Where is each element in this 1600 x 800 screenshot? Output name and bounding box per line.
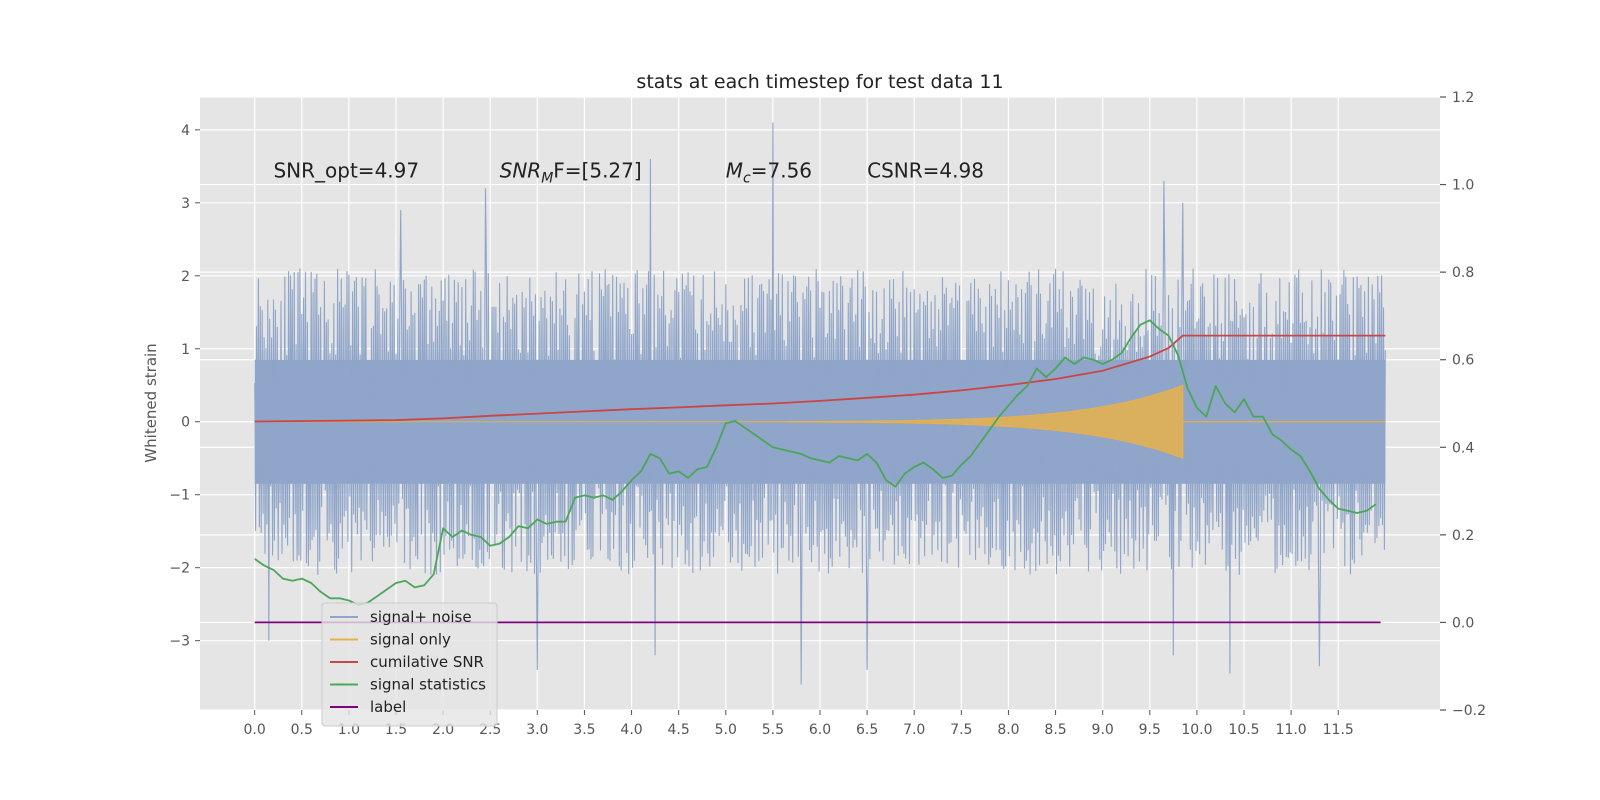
y-tick-label: −1 [169, 488, 190, 504]
y2-tick-label: 1.2 [1452, 90, 1474, 106]
x-tick-label: 8.0 [997, 722, 1019, 738]
data-layer [254, 122, 1386, 685]
x-tick-label: 4.0 [620, 722, 642, 738]
y-tick-label: −3 [169, 634, 190, 650]
legend-box [321, 602, 498, 727]
x-tick-label: 5.0 [715, 722, 737, 738]
y-tick-label: −2 [169, 561, 190, 577]
legend-label: label [370, 698, 406, 716]
x-tick-label: 7.5 [950, 722, 972, 738]
y2-tick-label: 1.0 [1452, 178, 1474, 194]
y2-tick-label: 0.0 [1452, 615, 1474, 631]
annotation-1: SNRMF=[5.27] [500, 158, 642, 186]
y2-tick-label: 0.6 [1452, 353, 1474, 369]
x-tick-label: 6.0 [809, 722, 831, 738]
legend: signal+ noise signal only cumilative SNR si… [321, 602, 498, 727]
annotation-layer: SNR_opt=4.97 SNRMF=[5.27] Mc=7.56 CSNR=4.98 [273, 158, 983, 186]
y-tick-label: 2 [181, 269, 190, 285]
x-tick-label: 8.5 [1044, 722, 1066, 738]
x-tick-label: 9.0 [1092, 722, 1114, 738]
series-signal-statistics [254, 319, 1377, 606]
y2-tick-label: 0.2 [1452, 528, 1474, 544]
x-tick-label: 11.0 [1276, 722, 1307, 738]
x-tick-label: 3.5 [573, 722, 595, 738]
legend-label: cumilative SNR [370, 653, 484, 671]
x-tick-label: 10.0 [1181, 722, 1212, 738]
series-cumilative-snr [254, 334, 1386, 423]
annotation-0: SNR_opt=4.97 [273, 158, 419, 182]
legend-label: signal only [370, 631, 451, 649]
y2-tick-label: −0.2 [1452, 703, 1486, 719]
annotation-3: CSNR=4.98 [867, 158, 984, 182]
axes-layer: 0.0 0.5 1.0 1.5 2.0 2.5 3.0 3.5 4.0 4.5 5.0 5.5 6.0 6… [169, 90, 1486, 738]
x-tick-label: 11.5 [1323, 722, 1354, 738]
y-tick-label: 1 [181, 342, 190, 358]
x-tick-label: 3.0 [526, 722, 548, 738]
legend-label: signal+ noise [370, 608, 472, 626]
x-tick-label: 10.5 [1228, 722, 1259, 738]
y-axis-label: Whitened strain [142, 343, 160, 462]
x-tick-label: 4.5 [668, 722, 690, 738]
y2-tick-label: 0.8 [1452, 265, 1474, 281]
y-tick-label: 3 [181, 196, 190, 212]
y-tick-label: 0 [181, 415, 190, 431]
annotation-2: Mc=7.56 [726, 158, 812, 186]
chart-title: stats at each timestep for test data 11 [636, 71, 1003, 93]
y-tick-label: 4 [181, 123, 190, 139]
series-signal-noise [254, 122, 1386, 685]
x-tick-label: 6.5 [856, 722, 878, 738]
y2-tick-label: 0.4 [1452, 440, 1474, 456]
x-tick-label: 0.5 [291, 722, 313, 738]
x-tick-label: 5.5 [762, 722, 784, 738]
x-tick-label: 9.5 [1139, 722, 1161, 738]
x-tick-label: 0.0 [244, 722, 266, 738]
x-tick-label: 7.0 [903, 722, 925, 738]
legend-label: signal statistics [370, 676, 486, 694]
